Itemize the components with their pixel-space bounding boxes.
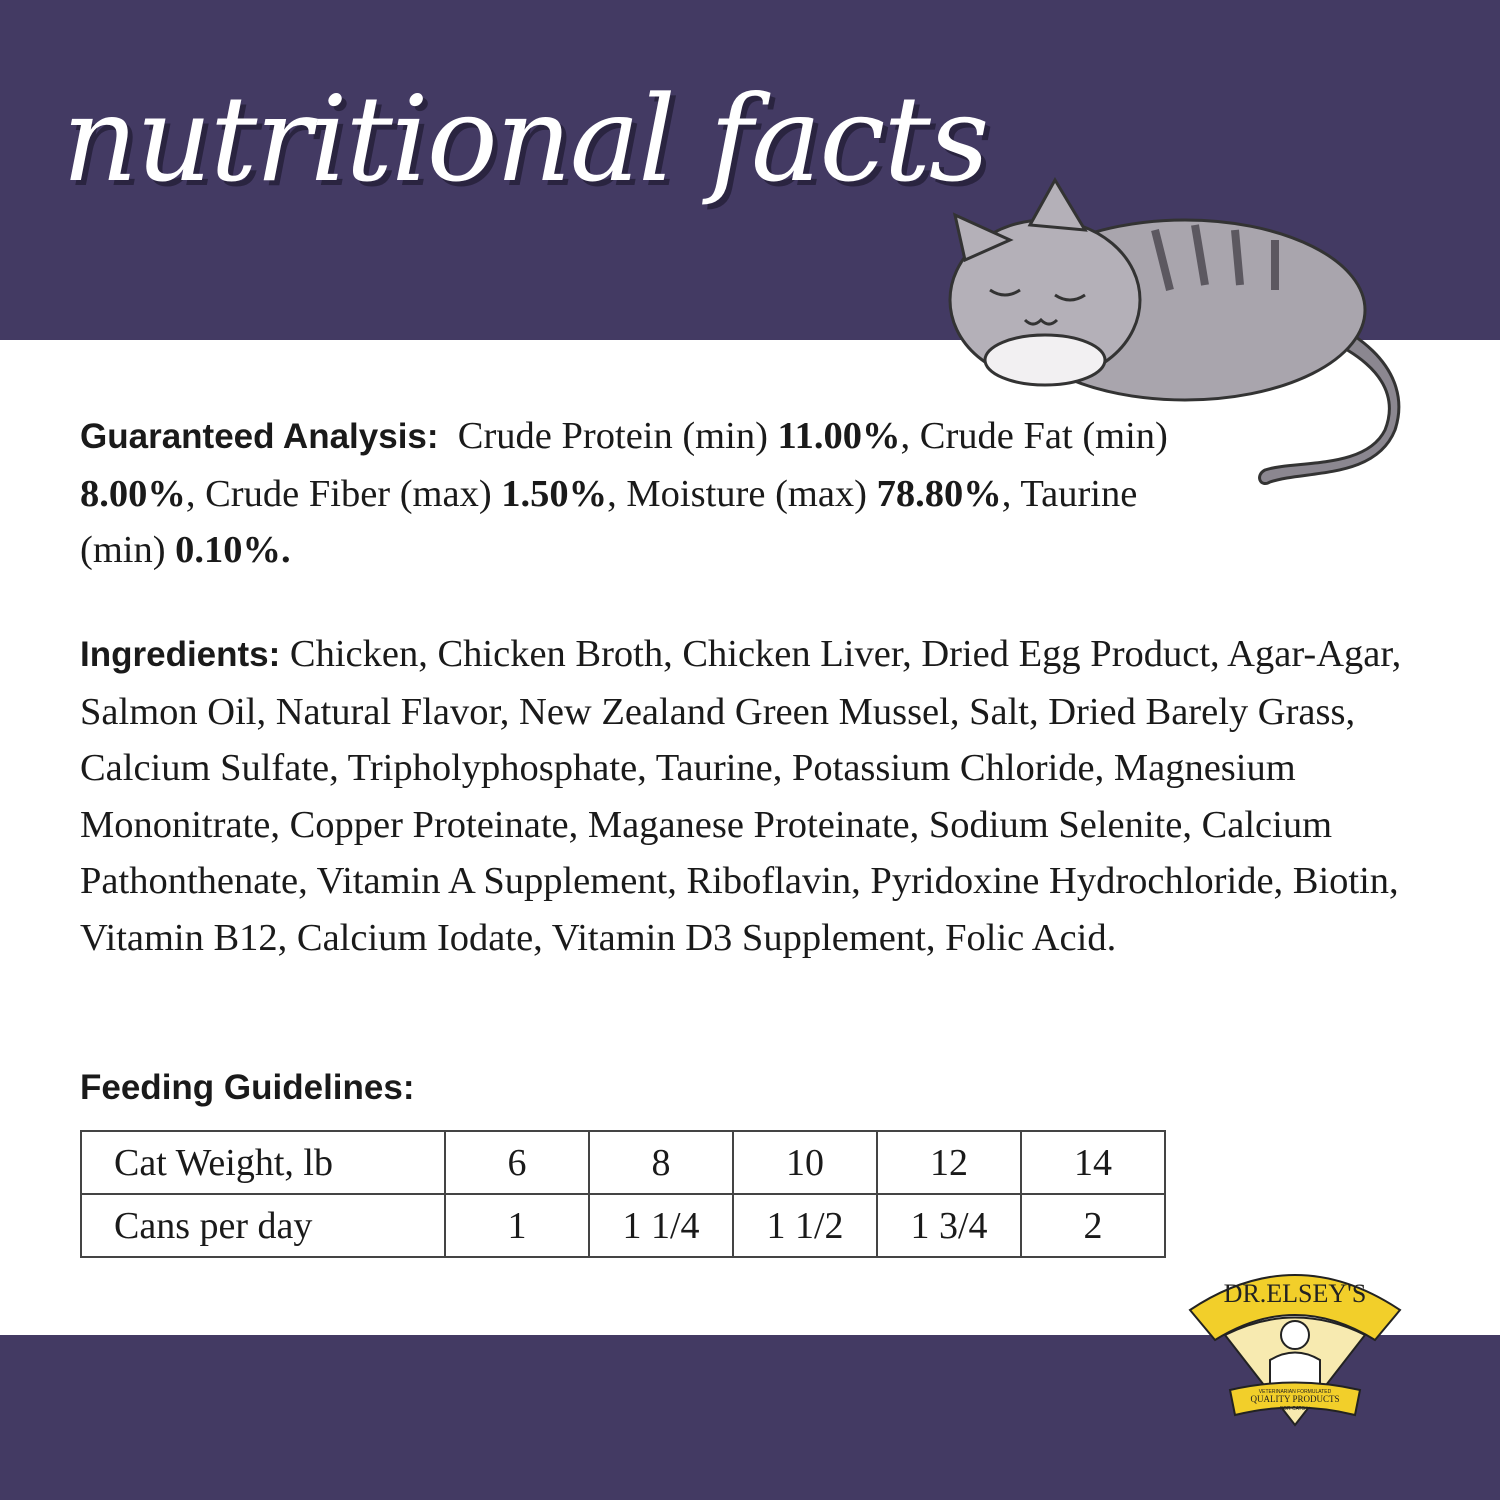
page-title: nutritional facts: [62, 70, 989, 208]
feeding-guidelines-title: Feeding Guidelines:: [80, 1068, 415, 1107]
ga-item-value: 8.00%: [80, 472, 186, 515]
table-cell: 2: [1020, 1193, 1166, 1258]
ga-item-value: 1.50%: [501, 472, 608, 515]
ga-sep: ,: [185, 472, 196, 515]
logo-tagline-3: FOR CATS™: [1280, 1406, 1310, 1412]
logo-tagline-2: QUALITY PRODUCTS: [1251, 1394, 1340, 1404]
ingredients: Ingredients: Chicken, Chicken Broth, Chi…: [80, 626, 1440, 966]
row-header: Cans per day: [80, 1193, 446, 1258]
logo-brand: DR.ELSEY'S: [1224, 1279, 1367, 1308]
ingredients-text: Chicken, Chicken Broth, Chicken Liver, D…: [80, 633, 1402, 959]
table-row: Cat Weight, lb 6 8 10 12 14: [80, 1130, 1166, 1195]
table-cell: 14: [1020, 1130, 1166, 1195]
table-cell: 6: [444, 1130, 590, 1195]
table-cell: 1: [444, 1193, 590, 1258]
row-header: Cat Weight, lb: [80, 1130, 446, 1195]
ga-item-name: Taurine (min): [80, 472, 1138, 572]
ga-item-value: 11.00%: [777, 415, 901, 457]
table-row: Cans per day 1 1 1/4 1 1/2 1 3/4 2: [80, 1193, 1166, 1258]
guaranteed-analysis: Guaranteed Analysis: Crude Protein (min)…: [80, 408, 1220, 579]
table-cell: 10: [732, 1130, 878, 1195]
ga-sep: ,: [900, 415, 911, 457]
ingredients-label: Ingredients:: [80, 635, 281, 674]
sleeping-cat-icon: [948, 177, 1401, 485]
ga-item-name: Crude Fiber (max): [205, 472, 492, 515]
ga-item-name: Moisture (max): [626, 472, 867, 515]
table-cell: 1 1/4: [588, 1193, 734, 1258]
ga-item-value: 0.10%.: [175, 529, 291, 571]
feeding-table: Cat Weight, lb 6 8 10 12 14 Cans per day…: [80, 1130, 1166, 1258]
ga-item-value: 78.80%: [876, 472, 1002, 515]
ga-sep: ,: [607, 472, 617, 515]
table-cell: 1 1/2: [732, 1193, 878, 1258]
table-cell: 1 3/4: [876, 1193, 1022, 1258]
logo-tagline-1: VETERINARIAN FORMULATED: [1259, 1389, 1332, 1395]
ga-item-name: Crude Protein (min): [457, 415, 768, 457]
table-cell: 8: [588, 1130, 734, 1195]
guaranteed-analysis-label: Guaranteed Analysis:: [80, 417, 439, 456]
ga-sep: ,: [1001, 472, 1012, 515]
ga-item-name: Crude Fat (min): [919, 415, 1168, 457]
table-cell: 12: [876, 1130, 1022, 1195]
dr-elseys-logo: DR.ELSEY'S VETERINARIAN FORMULATED QUALI…: [1188, 1274, 1402, 1427]
